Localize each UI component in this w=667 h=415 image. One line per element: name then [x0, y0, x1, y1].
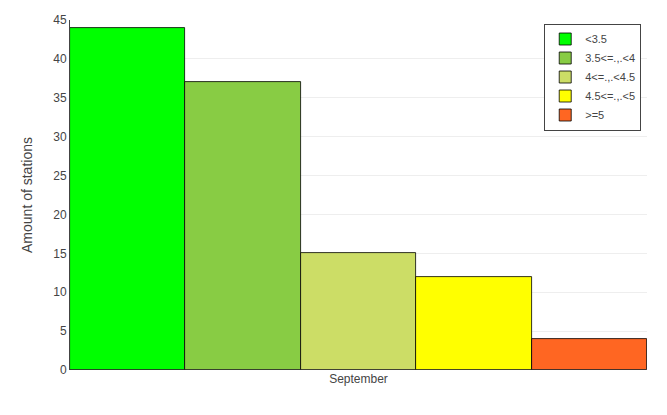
svg-text:15: 15: [53, 247, 67, 261]
svg-text:25: 25: [53, 169, 67, 183]
svg-text:Amount of stations: Amount of stations: [19, 137, 35, 253]
svg-text:45: 45: [53, 13, 67, 27]
svg-text:>=5: >=5: [585, 109, 604, 121]
svg-text:4<=.,.<4.5: 4<=.,.<4.5: [585, 71, 635, 83]
svg-text:0: 0: [60, 363, 67, 377]
svg-text:5: 5: [60, 324, 67, 338]
svg-text:20: 20: [53, 208, 67, 222]
svg-text:30: 30: [53, 130, 67, 144]
svg-text:4.5<=.,.<5: 4.5<=.,.<5: [585, 90, 635, 102]
svg-text:September: September: [329, 372, 388, 386]
svg-text:35: 35: [53, 91, 67, 105]
svg-text:<3.5: <3.5: [585, 33, 607, 45]
svg-text:10: 10: [53, 285, 67, 299]
svg-text:40: 40: [53, 52, 67, 66]
svg-text:3.5<=.,.<4: 3.5<=.,.<4: [585, 52, 635, 64]
